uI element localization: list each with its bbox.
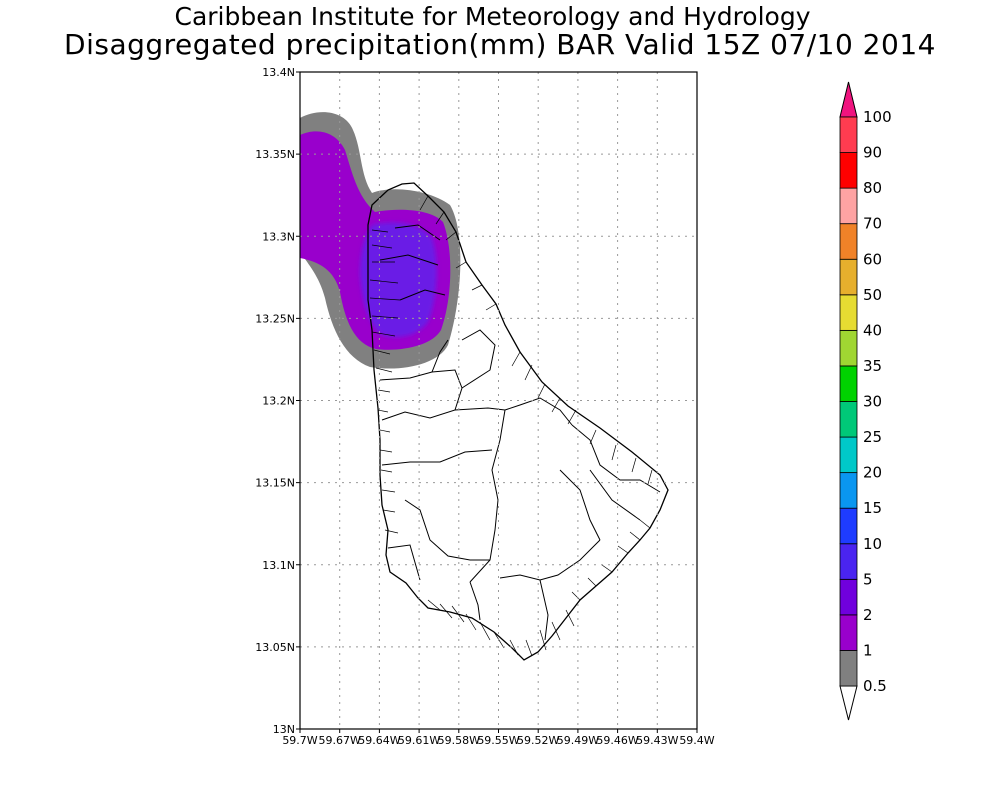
colorbar-segment	[839, 578, 858, 616]
colorbar-segment	[839, 436, 858, 474]
colorbar-label: 1	[863, 641, 873, 659]
x-tick-label: 59.46W	[596, 734, 638, 747]
colorbar-segment	[839, 650, 858, 687]
colorbar-label: 40	[863, 321, 882, 339]
precipitation-field	[300, 112, 461, 369]
x-tick-label: 59.52W	[517, 734, 559, 747]
precip-area-2-5mm	[360, 222, 437, 338]
x-tick-label: 59.55W	[477, 734, 519, 747]
x-tick-label: 59.49W	[557, 734, 599, 747]
x-axis: 59.7W 59.67W59.64W59.61W59.58W59.55W59.52…	[282, 729, 715, 747]
colorbar-segment	[839, 294, 858, 331]
colorbar-label: 15	[863, 499, 882, 517]
x-tick-label: 59.58W	[438, 734, 480, 747]
x-tick-label: 59.4W	[679, 734, 714, 747]
colorbar-segment	[839, 507, 858, 545]
y-axis: 13.4N 13.35N 13.3N 13.25N 13.2N 13.15N 13.1N 13…	[255, 66, 300, 736]
colorbar-label: 80	[863, 179, 882, 197]
colorbar-segment	[839, 543, 858, 580]
map-grid	[300, 72, 697, 729]
colorbar-segment	[839, 401, 858, 438]
colorbar-label: 5	[863, 570, 873, 588]
coastline-detail	[369, 195, 653, 657]
colorbar-segment	[839, 614, 858, 651]
colorbar-segment	[839, 116, 858, 153]
y-tick-label: 13.15N	[255, 477, 295, 490]
y-tick-label: 13.35N	[255, 148, 295, 161]
colorbar-label: 0.5	[863, 677, 887, 695]
y-tick-label: 13.2N	[262, 395, 295, 408]
colorbar-bottom-arrow	[839, 685, 858, 721]
y-tick-label: 13.1N	[262, 559, 295, 572]
x-tick-label: 59.64W	[358, 734, 400, 747]
colorbar-label: 30	[863, 393, 882, 411]
colorbar-label: 100	[863, 108, 892, 126]
colorbar-label: 50	[863, 286, 882, 304]
colorbar-segment	[839, 187, 858, 225]
y-tick-label: 13.3N	[262, 230, 295, 243]
colorbar-label: 10	[863, 535, 882, 553]
colorbar-segment	[839, 472, 858, 509]
x-tick-label: 59.67W	[319, 734, 361, 747]
colorbar-segment	[839, 223, 858, 260]
colorbar-top-arrow	[839, 81, 858, 118]
map-subtitle: Disaggregated precipitation(mm) BAR Vali…	[64, 28, 936, 61]
y-tick-label: 13.4N	[262, 66, 295, 79]
colorbar-label: 2	[863, 606, 873, 624]
colorbar-label: 60	[863, 250, 882, 268]
y-tick-label: 13N	[273, 723, 295, 736]
x-tick-label: 59.61W	[398, 734, 440, 747]
colorbar-segment	[839, 152, 858, 189]
y-tick-label: 13.25N	[255, 312, 295, 325]
colorbar-label: 35	[863, 357, 882, 375]
colorbar-segment	[839, 365, 858, 402]
x-tick-label: 59.43W	[636, 734, 678, 747]
colorbar-label: 70	[863, 215, 882, 233]
colorbar-segment	[839, 329, 858, 367]
y-tick-label: 13.05N	[255, 641, 295, 654]
colorbar-label: 90	[863, 144, 882, 162]
colorbar-label: 25	[863, 428, 882, 446]
colorbar-label: 20	[863, 464, 882, 482]
colorbar-segment	[839, 258, 858, 296]
map-title: Caribbean Institute for Meteorology and …	[174, 2, 811, 31]
x-tick-label: 59.7W	[282, 734, 317, 747]
